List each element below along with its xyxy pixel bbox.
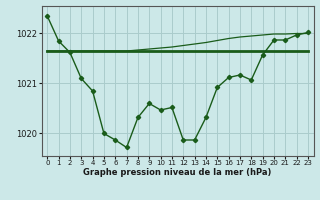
X-axis label: Graphe pression niveau de la mer (hPa): Graphe pression niveau de la mer (hPa)	[84, 168, 272, 177]
